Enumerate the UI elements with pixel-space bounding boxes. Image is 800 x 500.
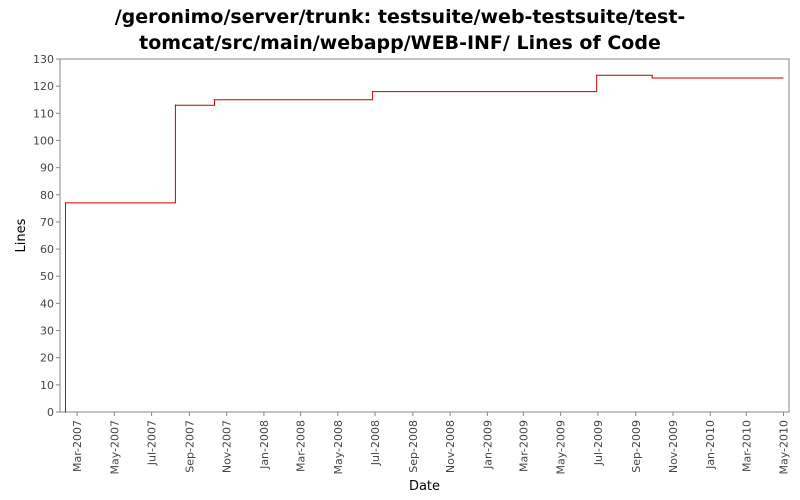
y-tick-label: 70 xyxy=(40,216,54,229)
x-tick-label: May-2008 xyxy=(332,420,345,475)
x-tick-label: May-2009 xyxy=(555,420,568,475)
x-tick-label: Mar-2009 xyxy=(517,420,530,472)
data-point xyxy=(174,104,176,106)
y-tick-label: 100 xyxy=(33,134,54,147)
y-tick-label: 110 xyxy=(33,107,54,120)
y-axis-label: Lines xyxy=(14,218,29,252)
data-point xyxy=(64,202,67,204)
x-tick-label: Jan-2010 xyxy=(704,420,717,470)
data-point xyxy=(596,74,598,76)
x-tick-label: Jul-2008 xyxy=(369,420,382,466)
y-axis: 0 10 20 30 40 50 60 70 80 90 100 110 120 130 xyxy=(33,53,60,419)
chart-title-line-2: tomcat/src/main/webapp/WEB-INF/ Lines of… xyxy=(139,32,661,54)
x-tick-label: Nov-2007 xyxy=(221,420,234,473)
x-tick-label: Sep-2008 xyxy=(407,420,420,473)
x-tick-label: Jul-2007 xyxy=(146,420,159,466)
x-tick-label: Sep-2009 xyxy=(630,420,643,473)
data-point xyxy=(372,90,374,93)
y-tick-label: 40 xyxy=(40,297,54,310)
data-point xyxy=(651,77,653,79)
y-tick-label: 130 xyxy=(33,53,54,66)
x-tick-label: Nov-2009 xyxy=(667,420,680,473)
chart-title-line-1: /geronimo/server/trunk: testsuite/web-te… xyxy=(114,6,686,28)
x-tick-label: May-2007 xyxy=(108,420,121,475)
y-tick-label: 0 xyxy=(47,406,54,419)
y-tick-label: 30 xyxy=(40,325,54,338)
y-tick-label: 20 xyxy=(40,352,54,365)
y-tick-label: 50 xyxy=(40,270,54,283)
series-line xyxy=(65,74,783,412)
x-tick-label: Sep-2007 xyxy=(183,420,196,473)
x-tick-label: Mar-2010 xyxy=(740,420,753,472)
x-axis: Mar-2007 May-2007 Jul-2007 Sep-2007 Nov-2007… xyxy=(71,412,791,475)
x-tick-label: Jan-2009 xyxy=(481,420,494,470)
x-tick-label: Jan-2008 xyxy=(258,420,271,470)
x-tick-label: Jul-2009 xyxy=(592,420,605,466)
x-tick-label: May-2010 xyxy=(778,420,791,475)
y-tick-label: 10 xyxy=(40,379,54,392)
y-tick-label: 60 xyxy=(40,243,54,256)
x-tick-label: Mar-2008 xyxy=(295,420,308,472)
y-tick-label: 90 xyxy=(40,162,54,175)
data-point xyxy=(782,77,784,79)
x-tick-label: Mar-2007 xyxy=(71,420,84,472)
plot-area xyxy=(59,58,790,413)
y-tick-label: 80 xyxy=(40,189,54,202)
series-layer xyxy=(64,74,784,413)
x-tick-label: Nov-2008 xyxy=(444,420,457,473)
x-axis-label: Date xyxy=(409,479,440,494)
data-point xyxy=(213,99,216,101)
y-tick-label: 120 xyxy=(33,80,54,93)
chart-title: /geronimo/server/trunk: testsuite/web-te… xyxy=(0,4,800,56)
data-point xyxy=(64,411,67,413)
